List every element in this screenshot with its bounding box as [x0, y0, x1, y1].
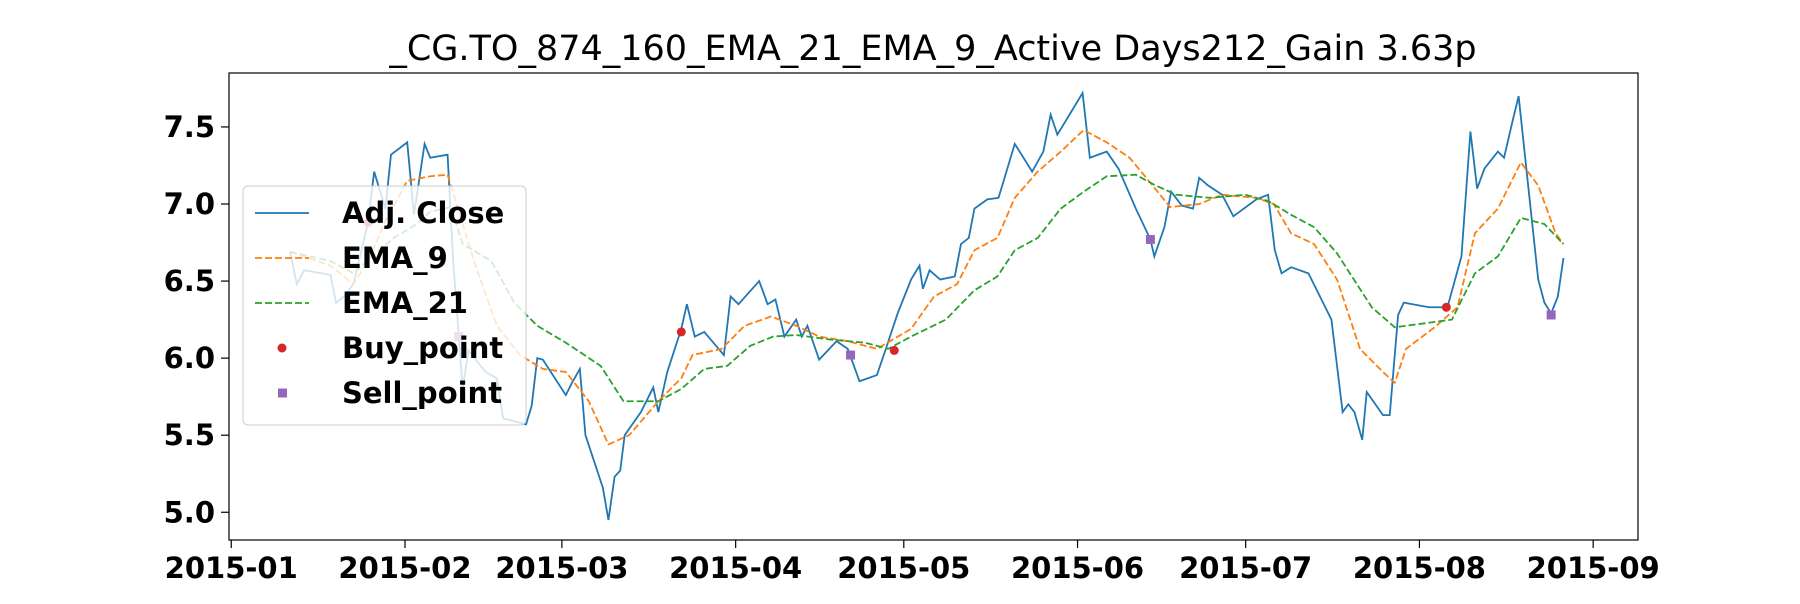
sell-point [846, 350, 856, 360]
x-tick-label: 2015-03 [495, 551, 628, 585]
x-tick-label: 2015-09 [1527, 551, 1660, 585]
sell-point [1145, 234, 1155, 244]
legend-label: EMA_21 [342, 286, 468, 320]
x-tick-label: 2015-06 [1011, 551, 1144, 585]
y-tick-label: 6.5 [164, 264, 215, 298]
legend-label: Buy_point [342, 331, 503, 365]
x-tick-label: 2015-02 [338, 551, 471, 585]
legend-label: EMA_9 [342, 241, 448, 275]
x-tick-label: 2015-08 [1353, 551, 1486, 585]
plot-frame [228, 72, 1639, 541]
legend-label: Sell_point [342, 376, 502, 410]
x-tick-label: 2015-05 [837, 551, 970, 585]
y-tick-label: 5.5 [164, 418, 215, 452]
y-tick-label: 7.0 [164, 187, 215, 221]
sell-point [1546, 310, 1556, 320]
legend-box [242, 185, 527, 426]
x-tick-label: 2015-04 [669, 551, 802, 585]
y-tick-label: 7.5 [164, 110, 215, 144]
legend-swatch [277, 343, 287, 353]
buy-point [1441, 302, 1451, 312]
buy-point [889, 345, 899, 355]
y-tick-label: 6.0 [164, 341, 215, 375]
x-tick-label: 2015-07 [1179, 551, 1312, 585]
legend-swatch [278, 388, 287, 398]
x-tick-label: 2015-01 [165, 551, 298, 585]
chart-title: _CG.TO_874_160_EMA_21_EMA_9_Active Days2… [388, 29, 1476, 69]
y-tick-label: 5.0 [164, 495, 215, 529]
legend-label: Adj. Close [342, 196, 504, 230]
buy-point [676, 327, 686, 337]
